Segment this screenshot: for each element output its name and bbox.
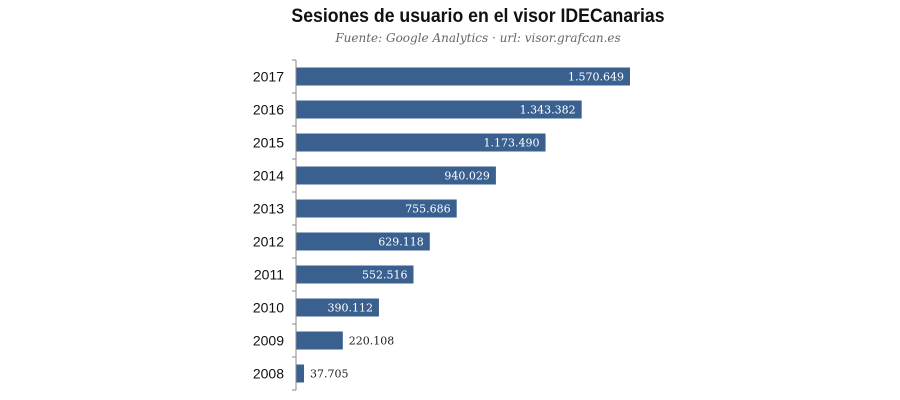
data-label-2016: 1.343.382: [520, 104, 576, 117]
chart-title: Sesiones de usuario en el visor IDECanar…: [291, 6, 665, 27]
data-label-2013: 755.686: [405, 203, 451, 216]
y-tick-label-2011: 2011: [254, 267, 284, 283]
y-axis: 2017 2016 2015 2014 2013 2012 2011 2010 2009 2008: [253, 59, 297, 391]
bar-2015: [296, 133, 546, 152]
bar-2013: [296, 199, 457, 218]
y-tick-label-2012: 2012: [253, 234, 284, 250]
bar-2017: [296, 67, 630, 86]
y-tick-label-2008: 2008: [253, 366, 284, 382]
bar-2011: [296, 265, 414, 284]
bar-2014: [296, 166, 496, 185]
data-label-2012: 629.118: [378, 236, 424, 249]
bar-2009: [296, 331, 343, 350]
data-label-2017: 1.570.649: [568, 71, 624, 84]
bar-2008: [296, 364, 305, 383]
data-label-2009: 220.108: [349, 335, 395, 348]
bar-2012: [296, 232, 430, 251]
data-label-2011: 552.516: [362, 269, 408, 282]
y-tick-label-2009: 2009: [253, 333, 284, 349]
y-tick-label-2013: 2013: [253, 201, 284, 217]
data-label-2008: 37.705: [310, 368, 349, 381]
y-tick-label-2014: 2014: [253, 168, 284, 184]
data-label-2015: 1.173.490: [484, 137, 540, 150]
data-label-2014: 940.029: [444, 170, 490, 183]
bars-layer: 1.570.649 1.343.382 1.173.490 940.029 755.68…: [296, 67, 630, 383]
y-tick-label-2015: 2015: [253, 135, 284, 151]
data-label-2010: 390.112: [327, 302, 373, 315]
bar-2010: [296, 298, 379, 317]
y-tick-label-2017: 2017: [253, 69, 284, 85]
chart-subtitle: Fuente: Google Analytics · url: visor.gr…: [335, 31, 621, 45]
y-tick-label-2010: 2010: [253, 300, 284, 316]
bar-2016: [296, 100, 582, 119]
y-tick-label-2016: 2016: [253, 102, 284, 118]
